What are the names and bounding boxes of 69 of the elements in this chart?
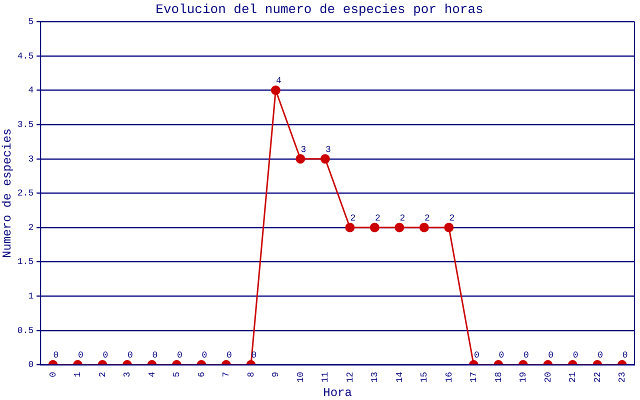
x-tick-label: 5 [172,372,182,378]
x-tick-label: 21 [568,372,578,383]
data-label: 2 [424,213,430,224]
y-tick-label: 5 [28,16,34,27]
x-tick-label: 14 [394,372,405,383]
data-label: 0 [177,350,182,361]
x-tick-label: 17 [469,372,480,383]
data-label: 0 [498,350,504,361]
x-tick-label: 3 [122,372,133,378]
point [419,222,429,232]
data-label: 0 [102,350,108,361]
x-tick-label: 4 [147,372,158,378]
x-tick-label: 7 [222,372,232,378]
data-label: 2 [350,213,356,224]
x-tick-label: 18 [494,372,504,383]
x-tick-label: 13 [370,372,380,383]
data-label: 0 [548,350,554,361]
y-tick-label: 1 [28,292,34,302]
data-label: 0 [598,350,604,361]
point [296,154,306,164]
x-tick-label: 0 [48,372,58,378]
data-label: 0 [474,350,480,361]
data-label: 3 [300,144,306,155]
y-tick-label: 0 [28,360,34,370]
data-label: 0 [572,350,578,361]
x-tick-label: 15 [420,372,430,383]
point [320,154,330,164]
point [444,222,454,232]
x-tick-label: 16 [444,372,454,383]
data-label: 2 [400,213,406,224]
data-label: 0 [53,350,59,361]
data-label: 4 [276,76,282,86]
x-tick-label: 22 [592,372,603,383]
y-tick-label: 0.5 [17,326,34,336]
data-label: 0 [152,350,158,361]
data-label: 0 [202,350,208,361]
x-tick-label: 11 [320,372,331,383]
point [394,222,404,232]
y-tick-label: 2 [28,222,34,233]
x-tick-label: 1 [73,372,84,378]
x-tick-label: 10 [296,372,306,383]
x-tick-label: 20 [543,372,554,383]
x-tick-label: 23 [618,372,628,383]
data-label: 0 [128,350,133,361]
x-tick-label: 2 [98,372,108,378]
y-tick-label: 3 [28,154,34,164]
x-tick-label: 6 [196,372,207,378]
point [370,222,380,232]
x-tick-label: 8 [246,372,256,378]
data-label: 0 [622,350,628,361]
point [270,85,280,95]
y-tick-label: 4.5 [17,51,34,62]
data-label: 0 [523,350,529,361]
data-label: 0 [226,350,232,361]
y-tick-label: 1.5 [17,257,34,268]
x-axis-title: Hora [323,386,352,400]
x-tick-label: 19 [518,372,529,383]
data-label: 3 [325,144,331,155]
data-label: 2 [449,213,455,224]
x-tick-label: 12 [345,372,356,383]
data-label: 0 [78,350,84,361]
data-label: 2 [374,213,380,224]
y-tick-label: 3.5 [17,120,34,130]
point [345,222,355,232]
y-tick-label: 4 [28,86,34,96]
x-tick-label: 9 [271,372,282,378]
y-tick-label: 2.5 [17,188,34,199]
chart-title: Evolucion del numero de especies por horas [156,2,484,18]
y-axis-title: Numero de especies [0,128,14,258]
